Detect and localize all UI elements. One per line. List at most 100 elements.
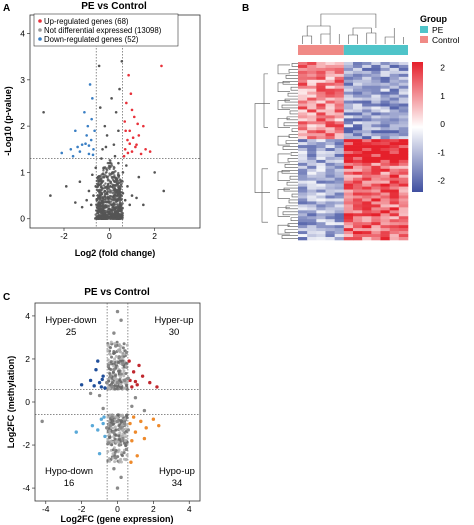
heatmap-cell [316, 201, 326, 205]
starburst-point [119, 426, 123, 430]
heatmap-cell [389, 70, 400, 75]
heatmap-cell [307, 213, 317, 217]
heatmap-cell [298, 192, 308, 196]
heatmap-cell [325, 133, 335, 137]
volcano-point [117, 171, 120, 175]
starburst-point [110, 415, 114, 419]
starburst-point [108, 459, 112, 463]
starburst-point [119, 318, 123, 322]
heatmap-cell [334, 201, 345, 205]
volcano-point [92, 147, 95, 151]
volcano-point [60, 151, 64, 155]
panel-letter-b: B [242, 3, 249, 14]
heatmap-cell [371, 121, 381, 125]
heatmap-cell [380, 201, 390, 205]
heatmap-cell [380, 198, 390, 202]
heatmap-cell [398, 73, 409, 78]
heatmap-cell [298, 189, 308, 193]
volcano-point [106, 175, 110, 178]
heatmap-cell [334, 67, 345, 72]
dendrogram-branch [288, 199, 298, 204]
heatmap-cell [307, 91, 317, 95]
heatmap-cell [398, 118, 409, 122]
heatmap-cell [353, 121, 363, 125]
heatmap-cell [298, 231, 308, 235]
heatmap-cell [389, 64, 400, 69]
volcano-point [125, 101, 128, 105]
volcano-point [80, 143, 84, 146]
starburst-point [99, 417, 104, 421]
heatmap-cell [389, 228, 400, 232]
volcano-point [109, 200, 113, 203]
volcano-point [100, 198, 103, 202]
heatmap-cell [362, 76, 372, 81]
starburst-point [119, 380, 123, 384]
volcano-point [91, 173, 94, 177]
starburst-point [117, 424, 121, 428]
heatmap-cell [307, 210, 317, 214]
heatmap-cell [316, 133, 326, 137]
heatmap-cell [371, 186, 381, 190]
volcano-point [118, 207, 121, 211]
heatmap-cell [362, 228, 372, 232]
heatmap-cell [380, 145, 390, 149]
heatmap-cell [398, 124, 409, 128]
heatmap-cell [380, 112, 390, 116]
heatmap-cell [298, 156, 308, 161]
heatmap-cell [334, 79, 345, 84]
heatmap-cell [380, 186, 390, 190]
heatmap-cell [371, 159, 381, 164]
heatmap-cell [316, 228, 326, 232]
heatmap-cell [334, 189, 345, 193]
heatmap-cell [398, 204, 409, 208]
heatmap-cell [307, 219, 317, 223]
heatmap-cell [298, 219, 308, 223]
heatmap-cell [398, 213, 409, 217]
volcano-point [132, 115, 136, 119]
heatmap-cell [398, 171, 409, 176]
heatmap-cell [353, 159, 363, 164]
starburst-point [117, 343, 121, 347]
heatmap-cell [380, 85, 390, 89]
volcano-point [104, 174, 108, 178]
volcano-point [84, 142, 87, 146]
heatmap-cell [398, 79, 409, 84]
heatmap-cell [307, 177, 317, 181]
heatmap-cell [371, 76, 381, 81]
heatmap-cell [398, 210, 409, 214]
heatmap-cell [307, 168, 317, 173]
heatmap-cell [307, 64, 317, 69]
heatmap-cell [334, 159, 345, 164]
starburst-point [117, 434, 121, 438]
heatmap-cell [389, 118, 400, 122]
heatmap-cell [325, 159, 335, 164]
heatmap-cell [371, 145, 381, 149]
starburst-point [100, 377, 104, 382]
heatmap-cell [380, 225, 390, 229]
starburst-point [115, 486, 120, 490]
volcano-point [134, 145, 137, 149]
volcano-point [112, 203, 116, 207]
heatmap-cell [298, 64, 308, 69]
heatmap-cell [353, 228, 363, 232]
dendrogram-branch [288, 69, 298, 73]
heatmap-cell [398, 62, 409, 66]
heatmap-cell [389, 109, 400, 113]
starburst-point [110, 443, 114, 447]
heatmap-cell [334, 195, 345, 199]
dendrogram-branch [277, 153, 290, 164]
heatmap-cell [362, 91, 372, 95]
volcano-point [126, 185, 129, 188]
starburst-point [106, 450, 110, 454]
heatmap-cell [371, 64, 381, 69]
volcano-point [99, 177, 103, 180]
volcano-point [112, 215, 115, 218]
heatmap-cell [353, 180, 363, 184]
dendrogram-branch [277, 224, 290, 235]
heatmap-cell [325, 168, 335, 173]
heatmap-cell [362, 216, 372, 220]
heatmap-cell [389, 130, 400, 134]
heatmap-cell [389, 177, 400, 181]
heatmap-cell [298, 62, 308, 66]
heatmap-cell [371, 97, 381, 101]
